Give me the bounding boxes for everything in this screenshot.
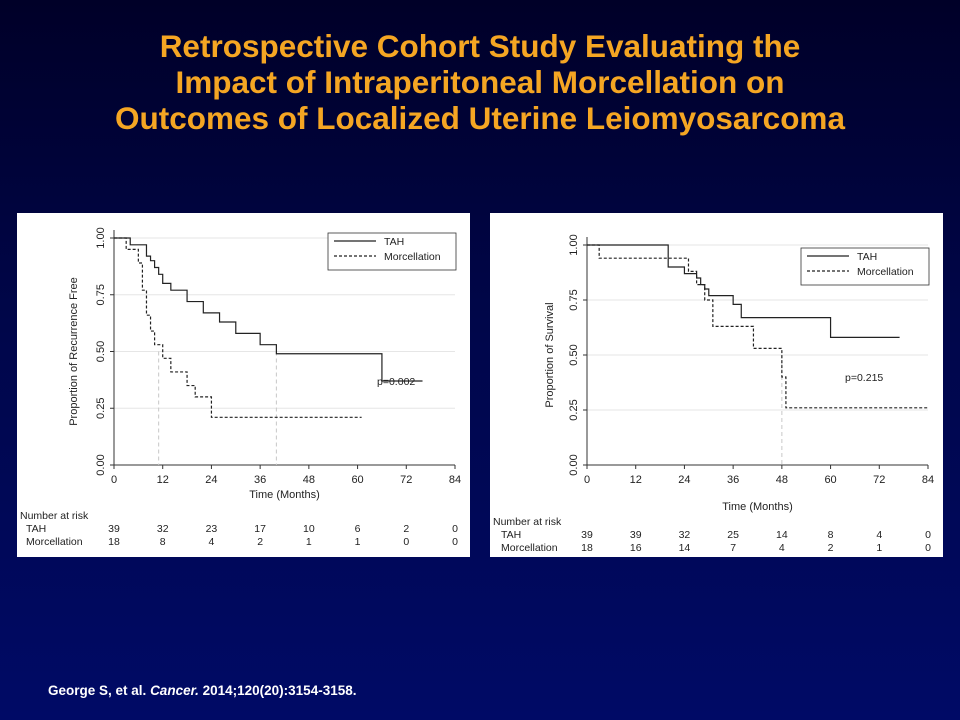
x-tick-label: 36 bbox=[254, 474, 266, 486]
risk-table-row-label: TAH bbox=[26, 523, 46, 535]
risk-table-heading: Number at risk bbox=[20, 510, 89, 522]
y-tick-label: 0.75 bbox=[568, 289, 580, 310]
y-tick-label: 0.00 bbox=[95, 454, 107, 475]
risk-table-cell: 2 bbox=[403, 523, 409, 535]
risk-table-cell: 6 bbox=[355, 523, 361, 535]
citation: George S, et al. Cancer. 2014;120(20):31… bbox=[48, 683, 356, 698]
risk-table-cell: 16 bbox=[630, 542, 642, 554]
x-tick-label: 36 bbox=[727, 474, 739, 486]
risk-table-cell: 0 bbox=[452, 523, 458, 535]
legend-box bbox=[800, 247, 930, 286]
risk-table-cell: 8 bbox=[160, 536, 166, 548]
title-line-1: Retrospective Cohort Study Evaluating th… bbox=[159, 28, 801, 64]
y-axis-label: Proportion of Survival bbox=[544, 302, 556, 407]
legend-label-1: Morcellation bbox=[857, 266, 914, 278]
risk-table-heading: Number at risk bbox=[493, 516, 562, 528]
x-tick-label: 0 bbox=[584, 474, 590, 486]
risk-table-cell: 17 bbox=[254, 523, 266, 535]
y-tick-label: 0.75 bbox=[95, 284, 107, 305]
recurrence-free-chart-panel: 0.00 0.25 0.50 0.75 1.00 0 12 24 36 48 60 72 84 Propo… bbox=[17, 213, 470, 557]
legend-box bbox=[327, 232, 457, 271]
risk-table-cell: 1 bbox=[876, 542, 882, 554]
series-1-curve bbox=[114, 237, 362, 418]
risk-table-cell: 2 bbox=[828, 542, 834, 554]
x-tick-label: 84 bbox=[922, 474, 934, 486]
y-tick-label: 0.25 bbox=[95, 398, 107, 419]
risk-table-cell: 39 bbox=[108, 523, 120, 535]
overall-survival-km-chart: 0.000.250.500.751.000 12 24 36 48 60 72 84Propo… bbox=[493, 234, 934, 554]
x-tick-label: 12 bbox=[157, 474, 169, 486]
legend-label-0: TAH bbox=[384, 236, 404, 248]
x-tick-label: 60 bbox=[824, 474, 836, 486]
series-1-curve bbox=[587, 244, 928, 409]
risk-table-cell: 8 bbox=[828, 529, 834, 541]
y-tick-label: 1.00 bbox=[95, 227, 107, 248]
y-tick-label: 0.00 bbox=[568, 454, 580, 475]
y-tick-label: 1.00 bbox=[568, 234, 580, 255]
risk-table-cell: 39 bbox=[581, 529, 593, 541]
risk-table-cell: 2 bbox=[257, 536, 263, 548]
risk-table-cell: 14 bbox=[776, 529, 788, 541]
risk-table-row-label: TAH bbox=[501, 529, 521, 541]
citation-authors: George S, et al. bbox=[48, 683, 147, 698]
risk-table-cell: 25 bbox=[727, 529, 739, 541]
risk-table-row-label: Morcellation bbox=[26, 536, 83, 548]
risk-table-cell: 1 bbox=[355, 536, 361, 548]
x-tick-label: 24 bbox=[678, 474, 690, 486]
x-tick-label: 84 bbox=[449, 474, 461, 486]
risk-table-cell: 14 bbox=[679, 542, 691, 554]
title-line-2: Impact of Intraperitoneal Morcellation o… bbox=[175, 64, 785, 100]
x-tick-label: 0 bbox=[111, 474, 117, 486]
x-tick-label: 48 bbox=[303, 474, 315, 486]
risk-table-cell: 4 bbox=[779, 542, 785, 554]
legend-label-0: TAH bbox=[857, 251, 877, 263]
x-tick-label: 48 bbox=[776, 474, 788, 486]
y-tick-label: 0.50 bbox=[568, 344, 580, 365]
risk-table-cell: 10 bbox=[303, 523, 315, 535]
risk-table-cell: 18 bbox=[581, 542, 593, 554]
risk-table-cell: 4 bbox=[876, 529, 882, 541]
title-line-3: Outcomes of Localized Uterine Leiomyosar… bbox=[115, 100, 845, 136]
survival-chart-panel: 0.00 0.25 0.50 0.75 1.00 0 12 24 36 48 60 72 84 Propo… bbox=[490, 213, 943, 557]
p-value-annotation: p=0.215 bbox=[845, 372, 883, 384]
risk-table-cell: 1 bbox=[306, 536, 312, 548]
x-tick-label: 12 bbox=[630, 474, 642, 486]
risk-table-cell: 23 bbox=[206, 523, 218, 535]
x-tick-label: 60 bbox=[351, 474, 363, 486]
slide-title: Retrospective Cohort Study Evaluating th… bbox=[0, 28, 960, 136]
x-tick-label: 24 bbox=[205, 474, 217, 486]
risk-table-cell: 39 bbox=[630, 529, 642, 541]
risk-table-cell: 32 bbox=[679, 529, 691, 541]
y-axis-label: Proportion of Recurrence Free bbox=[68, 277, 80, 426]
risk-table-cell: 7 bbox=[730, 542, 736, 554]
risk-table-cell: 0 bbox=[925, 529, 931, 541]
risk-table-cell: 4 bbox=[209, 536, 215, 548]
p-value-annotation: p=0.002 bbox=[377, 376, 415, 388]
risk-table-cell: 0 bbox=[403, 536, 409, 548]
citation-journal: Cancer. bbox=[150, 683, 199, 698]
risk-table-cell: 0 bbox=[452, 536, 458, 548]
citation-details: 2014;120(20):3154-3158. bbox=[202, 683, 357, 698]
legend-label-1: Morcellation bbox=[384, 251, 441, 263]
risk-table-cell: 32 bbox=[157, 523, 169, 535]
risk-table-cell: 0 bbox=[925, 542, 931, 554]
y-tick-label: 0.50 bbox=[95, 341, 107, 362]
risk-table-row-label: Morcellation bbox=[501, 542, 558, 554]
x-axis-label: Time (Months) bbox=[249, 489, 320, 501]
recurrence-free-km-chart: 0.000.250.500.751.000 12 24 36 48 60 72 84Propo… bbox=[20, 227, 461, 548]
risk-table-cell: 18 bbox=[108, 536, 120, 548]
x-tick-label: 72 bbox=[873, 474, 885, 486]
x-tick-label: 72 bbox=[400, 474, 412, 486]
x-axis-label: Time (Months) bbox=[722, 501, 793, 513]
y-tick-label: 0.25 bbox=[568, 399, 580, 420]
series-0-curve bbox=[114, 237, 423, 382]
